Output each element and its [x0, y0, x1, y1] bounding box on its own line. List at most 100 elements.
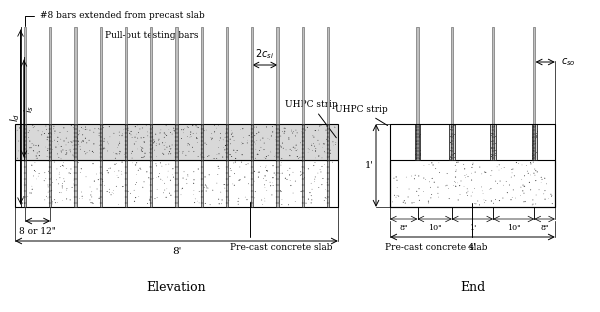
- Point: [209, 156, 219, 161]
- Point: [260, 185, 270, 190]
- Point: [307, 142, 317, 147]
- Point: [58, 163, 67, 168]
- Point: [202, 188, 211, 193]
- Point: [490, 129, 499, 134]
- Point: [307, 193, 316, 198]
- Point: [77, 166, 86, 171]
- Point: [193, 140, 202, 145]
- Point: [59, 139, 69, 144]
- Point: [143, 133, 152, 138]
- Point: [246, 200, 256, 205]
- Point: [109, 131, 119, 136]
- Point: [478, 191, 488, 196]
- Point: [162, 133, 172, 138]
- Point: [532, 193, 541, 197]
- Point: [77, 194, 87, 199]
- Point: [147, 130, 157, 135]
- Bar: [150, 124, 152, 160]
- Point: [234, 196, 244, 201]
- Point: [103, 168, 112, 173]
- Point: [263, 136, 273, 141]
- Point: [104, 190, 114, 195]
- Point: [194, 200, 204, 205]
- Point: [256, 138, 265, 143]
- Point: [136, 144, 145, 149]
- Point: [414, 173, 424, 178]
- Point: [65, 171, 75, 176]
- Point: [134, 194, 143, 199]
- Point: [40, 178, 49, 183]
- Point: [252, 131, 262, 136]
- Bar: [125, 160, 127, 207]
- Point: [117, 160, 127, 165]
- Point: [251, 142, 260, 147]
- Point: [146, 180, 155, 185]
- Point: [488, 142, 497, 147]
- Point: [394, 194, 403, 199]
- Point: [161, 140, 170, 145]
- Point: [413, 148, 422, 153]
- Point: [165, 144, 175, 149]
- Point: [260, 198, 269, 203]
- Bar: [125, 124, 127, 160]
- Point: [218, 154, 227, 159]
- Point: [56, 156, 66, 161]
- Point: [530, 140, 539, 145]
- Point: [160, 132, 170, 137]
- Point: [229, 148, 239, 153]
- Point: [220, 147, 230, 152]
- Bar: [226, 27, 228, 124]
- Bar: [415, 124, 420, 160]
- Point: [278, 146, 288, 151]
- Point: [110, 169, 119, 174]
- Point: [178, 186, 187, 191]
- Point: [455, 192, 465, 197]
- Point: [274, 155, 283, 160]
- Point: [262, 124, 271, 129]
- Point: [390, 193, 400, 198]
- Point: [275, 130, 284, 135]
- Point: [61, 148, 71, 153]
- Point: [78, 126, 88, 131]
- Point: [62, 129, 72, 134]
- Point: [453, 180, 463, 185]
- Point: [427, 176, 437, 181]
- Point: [254, 170, 263, 175]
- Point: [412, 130, 421, 135]
- Point: [519, 199, 529, 204]
- Point: [487, 133, 496, 138]
- Point: [178, 151, 188, 156]
- Point: [526, 173, 535, 178]
- Point: [529, 171, 539, 176]
- Point: [55, 170, 64, 175]
- Point: [40, 170, 50, 175]
- Point: [180, 126, 190, 131]
- Point: [138, 146, 148, 151]
- Point: [255, 148, 265, 153]
- Point: [81, 174, 91, 179]
- Point: [475, 164, 485, 169]
- Point: [34, 174, 43, 179]
- Point: [77, 196, 87, 201]
- Point: [445, 156, 454, 161]
- Point: [151, 141, 161, 146]
- Point: [322, 137, 332, 142]
- Point: [392, 178, 402, 183]
- Point: [477, 184, 487, 189]
- Point: [32, 177, 41, 182]
- Point: [71, 167, 80, 172]
- Point: [59, 179, 69, 184]
- Point: [197, 190, 206, 195]
- Point: [212, 156, 221, 161]
- Point: [532, 132, 541, 137]
- Point: [251, 189, 260, 194]
- Point: [167, 143, 177, 148]
- Point: [256, 145, 266, 150]
- Point: [152, 175, 161, 180]
- Point: [252, 138, 262, 143]
- Point: [530, 150, 539, 155]
- Point: [25, 190, 35, 195]
- Point: [442, 183, 452, 188]
- Point: [529, 136, 538, 141]
- Point: [284, 135, 293, 140]
